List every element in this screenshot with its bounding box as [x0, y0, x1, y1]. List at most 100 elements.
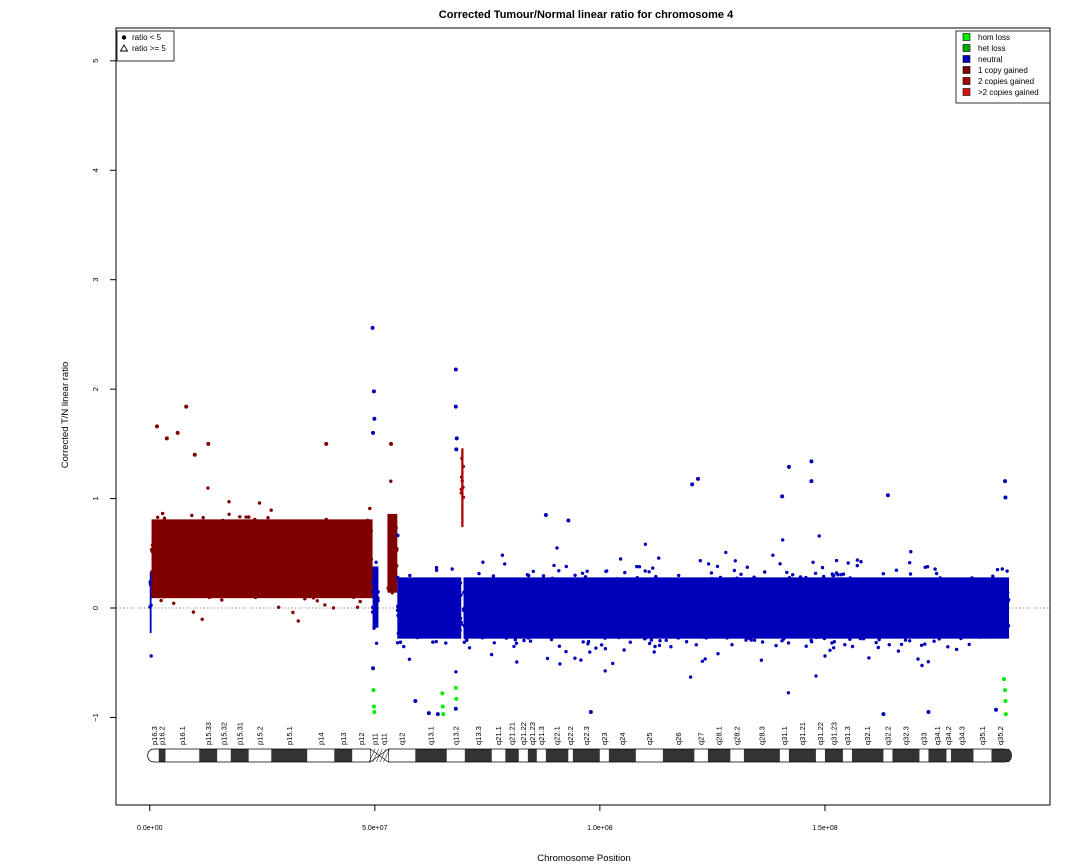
data-point	[908, 572, 913, 576]
data-point	[831, 615, 836, 620]
data-point	[827, 613, 831, 617]
data-point	[293, 535, 297, 539]
data-point	[442, 587, 446, 591]
ideogram-band	[919, 749, 929, 762]
data-point	[978, 612, 982, 616]
data-point	[782, 582, 786, 586]
data-point	[710, 594, 714, 599]
data-point	[822, 636, 827, 641]
data-point	[662, 621, 666, 625]
data-point	[982, 585, 986, 589]
data-point	[500, 553, 505, 557]
data-point	[801, 602, 805, 606]
data-point	[726, 600, 730, 604]
data-point	[841, 577, 845, 581]
data-point	[321, 543, 326, 548]
data-point	[563, 616, 567, 620]
data-point	[807, 601, 812, 605]
data-point	[731, 601, 735, 605]
data-point	[239, 571, 243, 576]
data-point	[472, 588, 476, 592]
data-point	[568, 617, 573, 622]
data-point	[730, 577, 735, 581]
data-point	[409, 632, 414, 637]
data-point	[830, 589, 835, 593]
data-point	[635, 597, 639, 602]
data-point	[697, 633, 701, 637]
data-point	[353, 578, 358, 582]
data-point	[524, 597, 529, 602]
data-point	[507, 599, 511, 603]
data-point	[563, 595, 567, 600]
data-point	[989, 620, 993, 624]
data-point	[534, 613, 538, 617]
data-point	[390, 591, 394, 595]
data-point	[717, 581, 722, 585]
data-point	[445, 633, 449, 637]
data-point	[373, 602, 377, 607]
data-point	[676, 619, 681, 623]
data-point	[207, 595, 211, 600]
data-point	[643, 542, 648, 546]
data-point	[373, 593, 377, 597]
data-point	[153, 531, 157, 536]
data-point	[208, 562, 212, 566]
data-point	[914, 625, 918, 629]
data-point	[502, 599, 506, 603]
data-point	[973, 616, 977, 621]
data-point	[563, 592, 567, 596]
data-point	[961, 611, 965, 615]
ideogram-band	[892, 749, 920, 762]
data-point	[745, 630, 749, 634]
data-point	[372, 576, 376, 581]
data-point	[885, 602, 890, 606]
data-point	[949, 633, 953, 637]
data-point	[397, 623, 401, 627]
data-point	[975, 602, 980, 607]
data-point	[392, 573, 396, 577]
data-point	[631, 614, 635, 619]
data-point	[831, 573, 835, 578]
data-point	[850, 644, 855, 649]
data-point	[893, 610, 897, 614]
data-point	[229, 551, 233, 555]
data-point	[537, 585, 541, 589]
chromosome-ideogram	[147, 748, 1012, 763]
data-point	[245, 590, 249, 594]
data-point	[354, 592, 359, 596]
data-point	[646, 632, 650, 637]
data-point	[591, 626, 595, 630]
data-point	[1003, 630, 1007, 634]
data-point	[855, 558, 860, 562]
data-point	[531, 577, 535, 582]
data-point	[652, 608, 656, 613]
data-point	[181, 564, 185, 568]
data-point	[770, 626, 774, 630]
data-point	[723, 620, 727, 625]
data-point	[828, 648, 832, 652]
data-point	[358, 599, 362, 604]
data-point	[650, 604, 654, 608]
data-point	[803, 584, 807, 588]
data-point	[202, 560, 206, 565]
band-label: q11	[379, 733, 388, 745]
data-point	[653, 631, 657, 635]
data-point	[410, 610, 414, 614]
data-point	[767, 586, 772, 590]
data-point	[365, 561, 369, 566]
data-point	[887, 643, 891, 647]
data-point	[940, 601, 945, 605]
data-point	[334, 561, 339, 565]
data-point	[528, 605, 532, 609]
data-point	[311, 596, 316, 600]
data-point	[791, 573, 795, 577]
data-point	[636, 622, 640, 627]
data-point	[761, 584, 765, 588]
data-point	[850, 596, 854, 600]
data-point	[879, 580, 883, 584]
data-point	[742, 625, 746, 629]
data-point	[388, 546, 392, 550]
data-point	[349, 565, 354, 569]
data-point	[520, 602, 525, 607]
data-point	[868, 621, 873, 625]
